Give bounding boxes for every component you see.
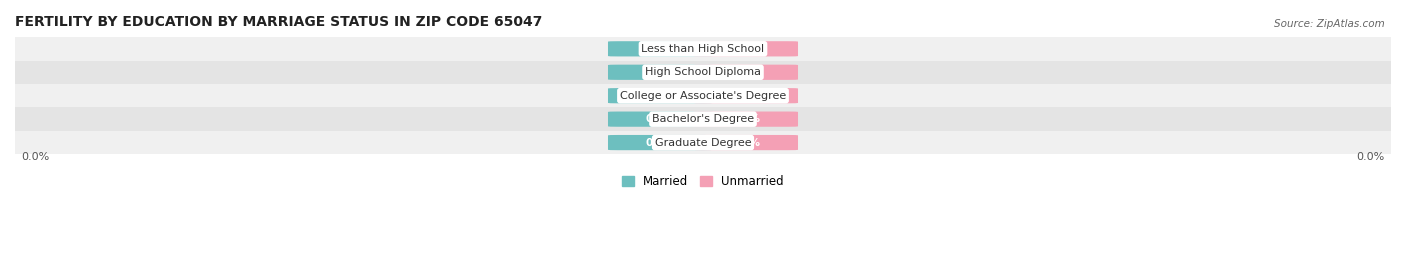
Text: Bachelor's Degree: Bachelor's Degree [652,114,754,124]
FancyBboxPatch shape [693,135,799,150]
Text: 0.0%: 0.0% [731,67,761,77]
Text: Source: ZipAtlas.com: Source: ZipAtlas.com [1274,19,1385,29]
Text: 0.0%: 0.0% [21,152,49,162]
FancyBboxPatch shape [607,41,713,56]
FancyBboxPatch shape [693,112,799,127]
Text: 0.0%: 0.0% [645,91,675,101]
Text: Graduate Degree: Graduate Degree [655,137,751,148]
Text: 0.0%: 0.0% [645,114,675,124]
Text: FERTILITY BY EDUCATION BY MARRIAGE STATUS IN ZIP CODE 65047: FERTILITY BY EDUCATION BY MARRIAGE STATU… [15,15,543,29]
Text: 0.0%: 0.0% [731,114,761,124]
Text: High School Diploma: High School Diploma [645,67,761,77]
Bar [15,131,1391,154]
Legend: Married, Unmarried: Married, Unmarried [617,171,789,193]
FancyBboxPatch shape [607,112,713,127]
Text: 0.0%: 0.0% [645,137,675,148]
Text: 0.0%: 0.0% [731,137,761,148]
FancyBboxPatch shape [607,65,713,80]
FancyBboxPatch shape [693,65,799,80]
Text: 0.0%: 0.0% [645,44,675,54]
FancyBboxPatch shape [607,135,713,150]
Text: Less than High School: Less than High School [641,44,765,54]
Bar [15,107,1391,131]
Bar [15,37,1391,61]
FancyBboxPatch shape [607,88,713,103]
Text: 0.0%: 0.0% [731,91,761,101]
Text: College or Associate's Degree: College or Associate's Degree [620,91,786,101]
Text: 0.0%: 0.0% [731,44,761,54]
Bar [15,61,1391,84]
Text: 0.0%: 0.0% [1357,152,1385,162]
FancyBboxPatch shape [693,41,799,56]
Text: 0.0%: 0.0% [645,67,675,77]
Bar [15,84,1391,107]
FancyBboxPatch shape [693,88,799,103]
